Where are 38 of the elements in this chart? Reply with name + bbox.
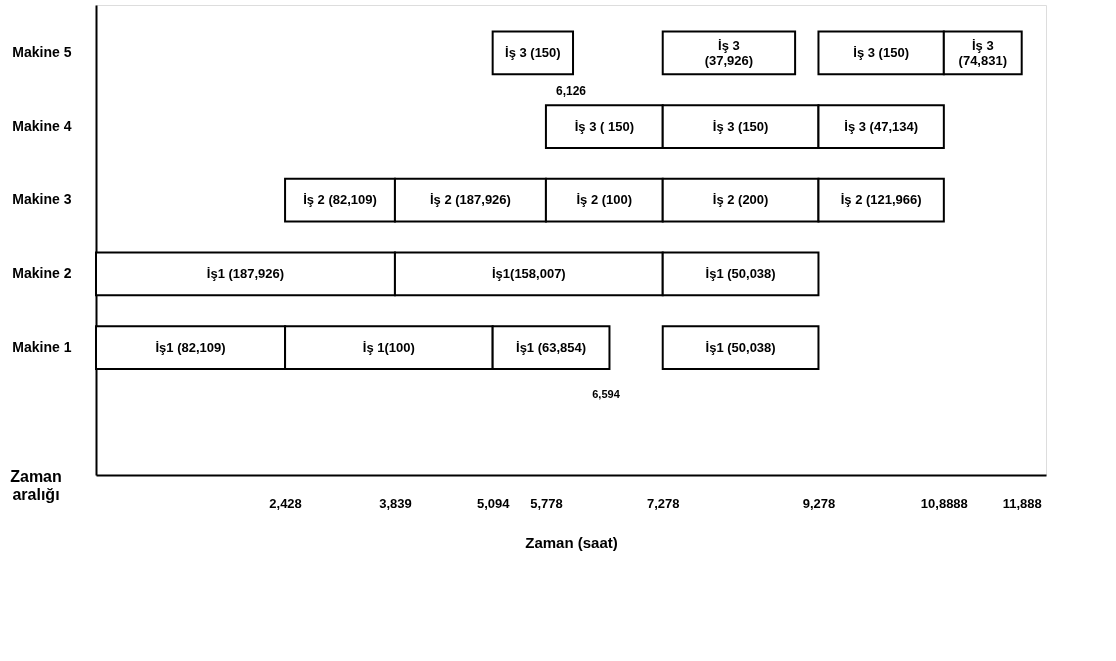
x-tick-label: 5,778	[530, 495, 563, 511]
x-axis-title: Zaman (saat)	[525, 533, 618, 551]
y-tick-label: Makine 4	[12, 117, 72, 134]
data-label: İş 2 (187,926)	[429, 192, 511, 208]
y-tick-label: Makine 5	[12, 43, 72, 60]
x-tick-label: 9,278	[802, 495, 836, 511]
data-label: İş 3 (150)	[712, 118, 769, 134]
data-label: İş1 (82,109)	[155, 339, 226, 355]
y-tick-label: Makine 2	[12, 264, 72, 281]
x-tick-label: 10,8888	[920, 495, 968, 511]
x-tick-label: 2,428	[269, 495, 302, 511]
bar	[661, 325, 820, 370]
x-tick-label: 5,094	[476, 495, 511, 511]
data-label: İş 2 (200)	[712, 192, 769, 208]
y-tick-label: Makine 3	[12, 191, 72, 208]
text: Zaman aralığı	[10, 468, 62, 503]
data-label: İş1 (63,854)	[516, 339, 587, 355]
data-label: İş 1(100)	[362, 339, 415, 355]
data-label: İş 3 (150)	[853, 44, 909, 60]
data-label: İş 3 ( 150)	[574, 118, 634, 134]
x-tick-label: 3,839	[379, 495, 412, 511]
bar	[661, 30, 797, 76]
data-label: İş1 (187,926)	[206, 265, 285, 281]
annotation: 6,126	[555, 84, 587, 98]
annotation: 6,594	[592, 388, 621, 400]
data-label: İş 2 (100)	[576, 192, 633, 208]
data-label: İş 3 (37,926)	[704, 37, 754, 68]
y-tick-label: Makine 1	[12, 338, 72, 355]
x-tick-label: 11,888	[1002, 495, 1042, 511]
data-label: İş1 (50,038)	[705, 265, 776, 281]
data-label: İş 2 (121,966)	[840, 192, 922, 208]
data-label: İş 3 (150)	[505, 44, 561, 60]
data-label: İş 2 (82,109)	[303, 192, 377, 208]
data-label: İş1(158,007)	[491, 265, 566, 281]
data-label: İş 3 (74,831)	[958, 37, 1007, 68]
data-label: İş 3 (47,134)	[844, 118, 919, 134]
data-label: İş1 (50,038)	[705, 339, 776, 355]
x-tick-label: 7,278	[646, 495, 680, 511]
